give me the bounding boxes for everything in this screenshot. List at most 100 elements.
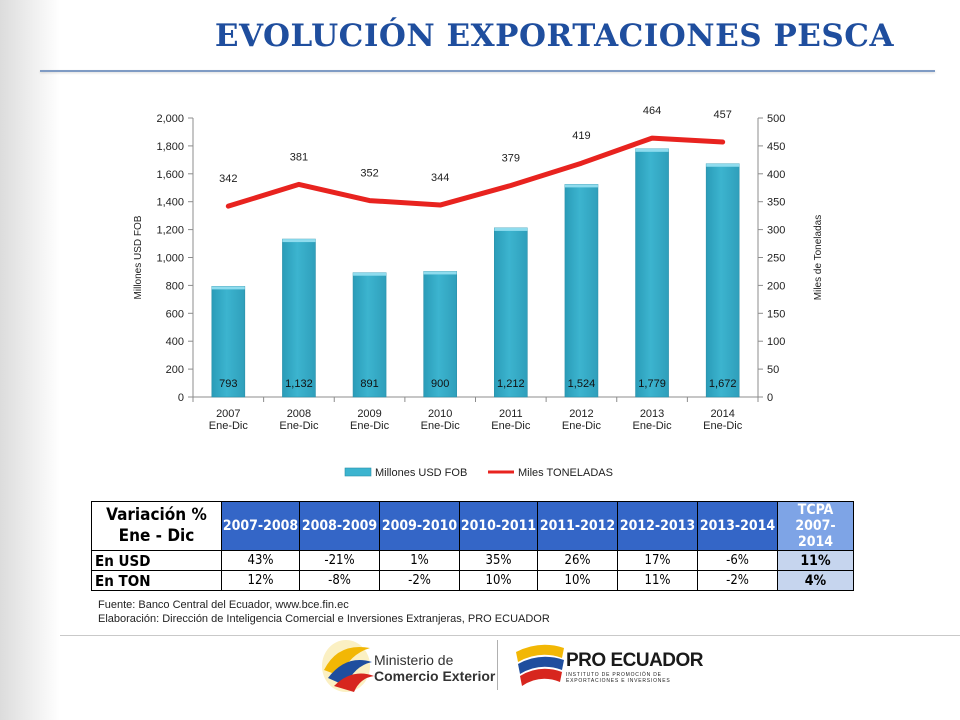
bar (705, 163, 740, 398)
period-header: 2011-2012 (537, 501, 618, 551)
y2-tick-label: 300 (767, 225, 785, 237)
proecuador-tagline-2: EXPORTACIONES E INVERSIONES (566, 678, 671, 684)
line-point (650, 136, 655, 141)
x-tick-label: 2008 Ene-Dic (279, 408, 319, 432)
y2-tick-label: 200 (767, 280, 785, 292)
legend-label-line: Miles TONELADAS (518, 467, 613, 479)
tcpa-header: TCPA 2007-2014 (777, 501, 854, 551)
y-tick-label: 2,000 (156, 113, 184, 125)
line-point (508, 183, 513, 188)
y-axis-title: Millones USD FOB (133, 215, 144, 299)
line-point (367, 198, 372, 203)
bar (282, 238, 316, 398)
elaboration-line: Elaboración: Dirección de Inteligencia C… (98, 613, 550, 625)
y-tick-label: 1,200 (156, 225, 184, 237)
tcpa-cell: 4% (777, 570, 854, 591)
y2-axis-title: Miles de Toneladas (813, 215, 824, 300)
y-tick-label: 1,000 (156, 253, 184, 265)
bar-data-label: 900 (431, 378, 449, 390)
line-data-label: 464 (643, 105, 661, 117)
bar-data-label: 1,212 (497, 378, 525, 390)
proecuador-name: PRO ECUADOR (566, 650, 704, 671)
bar-data-label: 1,524 (568, 378, 596, 390)
period-header: 2008-2009 (299, 501, 380, 551)
bar-top-highlight (494, 227, 528, 231)
bar (211, 286, 246, 398)
line-point (579, 161, 584, 166)
bar-top-highlight (211, 286, 245, 290)
proecuador-logo-icon (516, 644, 564, 686)
left-edge-shade (0, 0, 60, 720)
y2-tick-label: 0 (767, 392, 773, 404)
x-tick-label: 2011 Ene-Dic (491, 408, 531, 432)
period-header: 2013-2014 (697, 501, 778, 551)
proecuador-logo-text: PRO ECUADOR INSTITUTO DE PROMOCIÓN DE EX… (566, 650, 704, 684)
bar-data-label: 891 (360, 378, 378, 390)
table-cell: 11% (617, 570, 698, 591)
y-tick-label: 200 (166, 364, 184, 376)
x-tick-label: 2013 Ene-Dic (633, 408, 673, 432)
bar (423, 271, 457, 398)
period-header: 2012-2013 (617, 501, 698, 551)
row-label: En TON (91, 570, 222, 591)
x-tick-label: 2009 Ene-Dic (350, 408, 390, 432)
table-cell: 43% (221, 550, 300, 571)
bar (635, 148, 669, 398)
table-corner-header: Variación % Ene - Dic (91, 501, 222, 551)
source-note: Fuente: Banco Central del Ecuador, www.b… (98, 598, 550, 626)
table-cell: 26% (537, 550, 618, 571)
table-cell: 17% (617, 550, 698, 571)
corner-line-2: Ene - Dic (118, 526, 195, 546)
x-tick-label: 2014 Ene-Dic (703, 408, 743, 432)
x-tick-label: 2010 Ene-Dic (421, 408, 461, 432)
period-header: 2010-2011 (459, 501, 538, 551)
table-cell: -2% (379, 570, 460, 591)
bar-top-highlight (635, 148, 669, 152)
y-tick-label: 1,400 (156, 197, 184, 209)
title-underline (40, 70, 935, 72)
legend-label-bars: Millones USD FOB (375, 467, 467, 479)
exports-chart: 0 200 400 600 800 1,000 1,200 1,400 1,600 1,800 2,… (133, 105, 824, 479)
y2-tick-label: 350 (767, 197, 785, 209)
ministerio-line-1: Ministerio de (374, 652, 454, 668)
line-data-label: 352 (360, 168, 378, 180)
line-point (296, 182, 301, 187)
bar-data-label: 1,672 (709, 378, 737, 390)
period-header: 2009-2010 (379, 501, 460, 551)
line-point (226, 204, 231, 209)
ministerio-logo-icon (322, 640, 374, 692)
x-tick-label: 2007 Ene-Dic (209, 408, 249, 432)
line-data-label: 379 (502, 153, 520, 165)
y2-tick-label: 500 (767, 113, 785, 125)
table-cell: 35% (459, 550, 538, 571)
y2-tick-label: 450 (767, 141, 785, 153)
table-cell: 1% (379, 550, 460, 571)
y2-tick-label: 400 (767, 169, 785, 181)
variation-table: Variación % Ene - Dic 2007-2008 2008-200… (91, 501, 854, 591)
footer-divider (60, 635, 960, 636)
tcpa-line-2: 2007-2014 (795, 518, 836, 550)
tcpa-cell: 11% (777, 550, 854, 571)
ministerio-line-2: Comercio Exterior (374, 668, 496, 684)
y-tick-label: 1,800 (156, 141, 184, 153)
source-line: Fuente: Banco Central del Ecuador, www.b… (98, 599, 349, 611)
line-point (438, 203, 443, 208)
bar (352, 272, 387, 398)
y2-tick-label: 100 (767, 336, 785, 348)
table-cell: 10% (537, 570, 618, 591)
line-data-label: 419 (572, 130, 590, 142)
bar-top-highlight (564, 184, 598, 188)
bar-top-highlight (706, 163, 740, 167)
y2-tick-label: 250 (767, 253, 785, 265)
bar-top-highlight (282, 239, 316, 243)
ministerio-logo-text: Ministerio de Comercio Exterior (374, 652, 495, 684)
table-cell: 12% (221, 570, 300, 591)
table-cell: -6% (697, 550, 778, 571)
table-row: En TON 12% -8% -2% 10% 10% 11% -2% 4% (91, 570, 854, 591)
y-tick-label: 1,600 (156, 169, 184, 181)
table-cell: -8% (299, 570, 380, 591)
y-tick-label: 400 (166, 336, 184, 348)
bar (494, 227, 528, 398)
x-tick-label: 2012 Ene-Dic (562, 408, 602, 432)
line-data-label: 381 (290, 151, 308, 163)
